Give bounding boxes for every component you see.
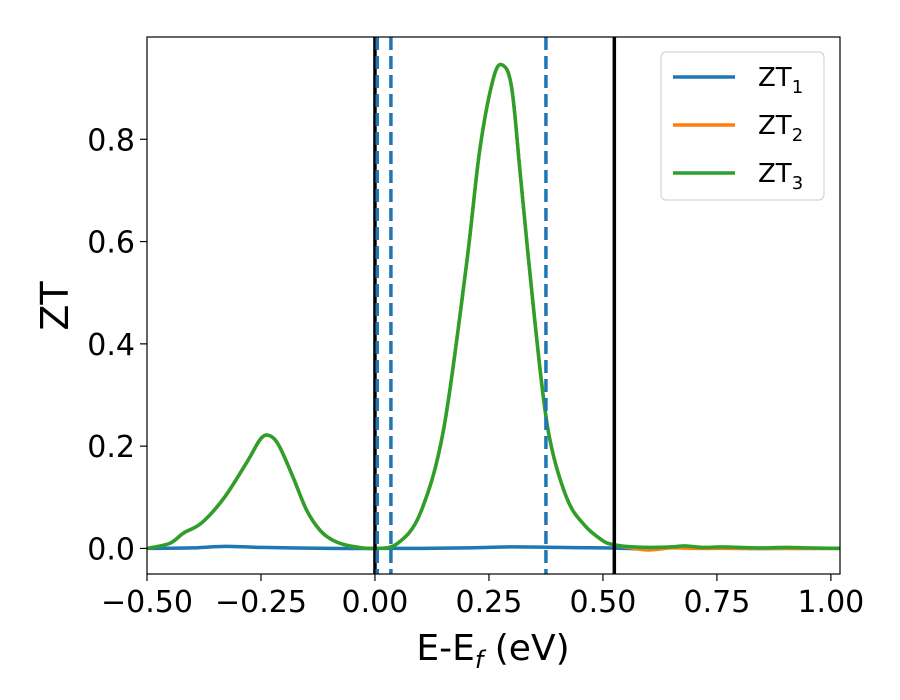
- legend-box: [660, 51, 825, 201]
- y-axis-label: ZT: [33, 281, 77, 331]
- legend-label-zt1: ZT1: [758, 63, 803, 98]
- legend-label-zt2: ZT2: [758, 111, 803, 146]
- legend-label-zt3: ZT3: [758, 159, 803, 194]
- reference-lines: [373, 37, 617, 574]
- x-tick-label: 0.00: [342, 585, 409, 620]
- y-tick-label: 0.8: [87, 123, 135, 158]
- y-tick-label: 0.6: [87, 226, 135, 261]
- axes-frame: [146, 36, 841, 575]
- x-tick-label: 0.75: [684, 585, 751, 620]
- x-axis-label: E-Ef (eV): [416, 628, 569, 674]
- x-tick-label: 0.25: [456, 585, 523, 620]
- x-tick-label: −0.25: [215, 585, 307, 620]
- legend: ZT1 ZT2 ZT3: [660, 51, 825, 201]
- plot-area: [147, 62, 840, 552]
- y-axis: 0.0 0.2 0.4 0.6 0.8: [87, 123, 147, 567]
- x-tick-label: 0.50: [570, 585, 637, 620]
- x-axis: −0.50 −0.25 0.00 0.25 0.50 0.75 1.00: [101, 574, 864, 620]
- y-tick-label: 0.2: [87, 430, 135, 465]
- series-line-zt3: [147, 62, 840, 551]
- x-tick-label: 1.00: [797, 585, 864, 620]
- y-tick-label: 0.0: [87, 532, 135, 567]
- x-tick-label: −0.50: [101, 585, 193, 620]
- y-tick-label: 0.4: [87, 328, 135, 363]
